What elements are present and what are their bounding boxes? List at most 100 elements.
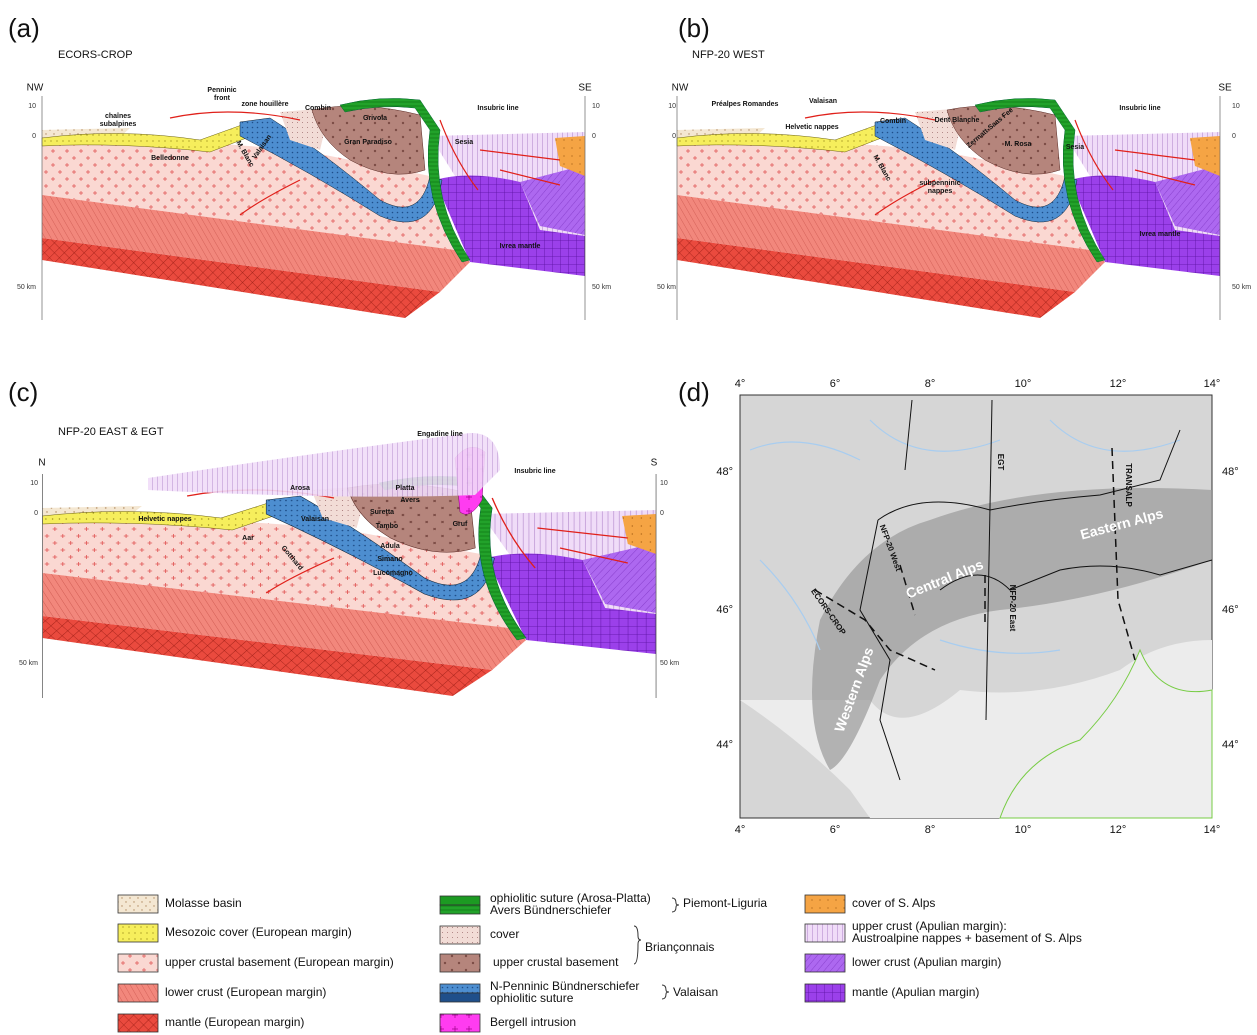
lon-tick-label: 4° <box>735 824 746 836</box>
axis-label: 10 <box>30 480 38 487</box>
panel-letter: (c) <box>8 377 38 407</box>
axis-label: 50 km <box>1232 284 1251 291</box>
unit-label: Sesia <box>455 139 473 146</box>
panel-title: NFP-20 WEST <box>692 49 765 61</box>
axis-label: 10 <box>592 103 600 110</box>
unit-label: Combin <box>880 118 906 125</box>
axis-label: 10 <box>1232 103 1240 110</box>
lon-tick-label: 6° <box>830 378 841 390</box>
lon-tick-label: 12° <box>1110 378 1127 390</box>
legend-text: ophiolitic suture <box>490 991 574 1005</box>
figure: Molasse basin Mesozoic cover (European ma… <box>0 0 1257 1035</box>
unit-label: Simano <box>377 556 402 563</box>
legend-text: Mesozoic cover (European margin) <box>165 925 352 939</box>
unit-label: Grivola <box>363 115 387 122</box>
unit-label: subalpines <box>100 121 137 128</box>
legend-group: Valaisan <box>673 985 718 999</box>
legend-text: Bergell intrusion <box>490 1015 576 1029</box>
end-label: S <box>651 458 658 469</box>
panel-title: ECORS-CROP <box>58 49 133 61</box>
end-label: NW <box>27 83 44 94</box>
unit-label: Insubric line <box>477 105 518 112</box>
axis-label: 0 <box>592 133 596 140</box>
unit-label: chaînes <box>105 113 131 120</box>
unit-label: Belledonne <box>151 155 189 162</box>
map <box>740 395 1212 818</box>
axis-label: 10 <box>660 480 668 487</box>
unit-label: Platta <box>395 485 414 492</box>
lat-tick-label: 48° <box>716 466 733 478</box>
legend-text: mantle (European margin) <box>165 1015 304 1029</box>
unit-label: Helvetic nappes <box>138 516 191 523</box>
lon-tick-label: 10° <box>1015 824 1032 836</box>
legend-text: lower crust (Apulian margin) <box>852 955 1001 969</box>
legend-group: Briançonnais <box>645 940 714 954</box>
cross-section-b <box>677 96 1220 320</box>
unit-label: Insubric line <box>514 468 555 475</box>
lat-tick-label: 44° <box>716 739 733 751</box>
unit-label: Penninic <box>207 87 236 94</box>
unit-label: Valaisan <box>809 98 837 105</box>
legend-text: cover of S. Alps <box>852 896 935 910</box>
legend-text: Avers Bündnerschiefer <box>490 903 611 917</box>
unit-label: M. Rosa <box>1005 141 1032 148</box>
unit-label: Lucomagno <box>373 570 413 577</box>
unit-label: Gruf <box>453 521 468 528</box>
lon-tick-label: 8° <box>925 378 936 390</box>
axis-label: 0 <box>34 510 38 517</box>
legend-text: upper crustal basement <box>493 955 619 969</box>
axis-label: 0 <box>32 133 36 140</box>
panel-letter: (a) <box>8 13 40 43</box>
end-label: NW <box>672 83 689 94</box>
unit-label: Sesia <box>1066 144 1084 151</box>
austroalpine-nappes <box>148 433 500 497</box>
axis-label: 50 km <box>17 284 36 291</box>
axis-label: 0 <box>672 133 676 140</box>
axis-label: 0 <box>1232 133 1236 140</box>
legend-text: mantle (Apulian margin) <box>852 985 979 999</box>
legend-text: upper crustal basement (European margin) <box>165 955 394 969</box>
legend-text: Molasse basin <box>165 896 242 910</box>
lat-tick-label: 46° <box>716 604 733 616</box>
unit-label: nappes <box>928 188 953 195</box>
legend-group: Piemont-Liguria <box>683 896 767 910</box>
unit-label: front <box>214 95 231 102</box>
unit-label: Adula <box>380 543 400 550</box>
panel-title: NFP-20 EAST & EGT <box>58 426 164 438</box>
map-label: NFP-20 East <box>1008 585 1017 632</box>
legend-text: Austroalpine nappes + basement of S. Alp… <box>852 931 1082 945</box>
axis-label: 50 km <box>657 284 676 291</box>
lat-tick-label: 48° <box>1222 466 1239 478</box>
unit-label: Insubric line <box>1119 105 1160 112</box>
end-label: SE <box>578 83 592 94</box>
lon-tick-label: 12° <box>1110 824 1127 836</box>
lon-tick-label: 6° <box>830 824 841 836</box>
axis-label: 10 <box>28 103 36 110</box>
unit-label: Aar <box>242 535 254 542</box>
lon-tick-label: 8° <box>925 824 936 836</box>
unit-label: Engadine line <box>417 431 463 438</box>
unit-label: Valaisan <box>301 516 329 523</box>
lon-tick-label: 14° <box>1204 824 1221 836</box>
unit-label: Préalpes Romandes <box>712 101 779 108</box>
lon-tick-label: 10° <box>1015 378 1032 390</box>
unit-label: Ivrea mantle <box>500 243 541 250</box>
unit-label: Suretta <box>370 509 394 516</box>
unit-label: Ivrea mantle <box>1140 231 1181 238</box>
unit-label: Tambo <box>376 523 398 530</box>
cross-section-a <box>42 96 585 320</box>
legend-text: cover <box>490 927 519 941</box>
unit-label: zone houillère <box>241 101 288 108</box>
unit-label: Avers <box>400 497 419 504</box>
axis-label: 50 km <box>19 660 38 667</box>
legend: Molasse basin Mesozoic cover (European ma… <box>118 891 1082 1032</box>
map-label: EGT <box>996 454 1005 471</box>
cross-section-c <box>42 474 656 698</box>
axis-label: 10 <box>668 103 676 110</box>
legend-text: lower crust (European margin) <box>165 985 326 999</box>
end-label: N <box>38 458 45 469</box>
axis-label: 0 <box>660 510 664 517</box>
end-label: SE <box>1218 83 1232 94</box>
unit-label: Helvetic nappes <box>785 124 838 131</box>
unit-label: Dent Blanche <box>935 117 980 124</box>
